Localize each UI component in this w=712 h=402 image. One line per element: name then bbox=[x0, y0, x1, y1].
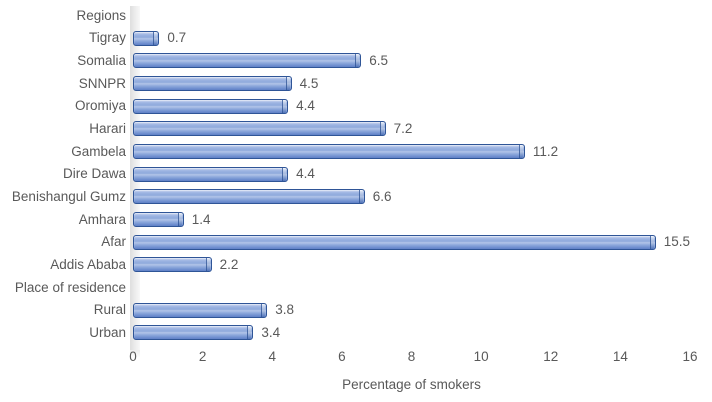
bar bbox=[133, 121, 386, 137]
value-label: 7.2 bbox=[393, 120, 413, 136]
category-label: Benishangul Gumz bbox=[11, 188, 126, 204]
category-label: Gambela bbox=[71, 143, 126, 159]
category-label: Addis Ababa bbox=[50, 256, 126, 272]
category-label: Oromiya bbox=[74, 98, 126, 114]
chart-row: Urban 3.4 bbox=[0, 321, 690, 344]
chart-row: Harari 7.2 bbox=[0, 117, 690, 140]
value-label: 6.6 bbox=[372, 188, 392, 204]
category-label: Urban bbox=[89, 324, 126, 340]
chart-row: Place of residence bbox=[0, 276, 690, 299]
x-axis-tick: 0 bbox=[129, 349, 137, 364]
bar bbox=[133, 98, 289, 114]
bar-track: 4.5 bbox=[133, 72, 690, 95]
bar-track: 3.8 bbox=[133, 299, 690, 322]
bar bbox=[133, 257, 212, 273]
bar bbox=[133, 143, 525, 159]
bar-track: 11.2 bbox=[133, 140, 690, 163]
x-axis-tick: 12 bbox=[543, 349, 559, 364]
rows: Regions Tigray 0.7 Somalia 6.5 SNNPR 4.5… bbox=[0, 4, 690, 344]
category-label: Regions bbox=[76, 7, 126, 23]
chart-row: Amhara 1.4 bbox=[0, 208, 690, 231]
chart-row: Rural 3.8 bbox=[0, 299, 690, 322]
bar bbox=[133, 189, 365, 205]
bar-track bbox=[133, 4, 690, 27]
bar bbox=[133, 302, 268, 318]
category-label: Afar bbox=[101, 234, 126, 250]
chart-row: Oromiya 4.4 bbox=[0, 95, 690, 118]
value-label: 1.4 bbox=[191, 211, 211, 227]
bar bbox=[133, 53, 362, 69]
category-label: SNNPR bbox=[78, 75, 126, 91]
bar-track: 0.7 bbox=[133, 27, 690, 50]
x-axis-tick: 16 bbox=[682, 349, 698, 364]
bar-track bbox=[133, 276, 690, 299]
category-label: Somalia bbox=[77, 52, 126, 68]
value-label: 3.4 bbox=[261, 324, 281, 340]
value-label: 0.7 bbox=[167, 30, 187, 46]
value-label: 2.2 bbox=[219, 256, 239, 272]
value-label: 4.5 bbox=[299, 75, 319, 91]
bar bbox=[133, 211, 184, 227]
chart-row: Tigray 0.7 bbox=[0, 27, 690, 50]
chart-row: Benishangul Gumz 6.6 bbox=[0, 185, 690, 208]
value-label: 6.5 bbox=[369, 52, 389, 68]
bar-track: 15.5 bbox=[133, 231, 690, 254]
x-axis-tick: 10 bbox=[473, 349, 489, 364]
x-axis-tick: 2 bbox=[198, 349, 207, 364]
bar bbox=[133, 234, 656, 250]
value-label: 15.5 bbox=[663, 234, 690, 250]
bar bbox=[133, 166, 289, 182]
value-label: 3.8 bbox=[275, 302, 295, 318]
bar-track: 1.4 bbox=[133, 208, 690, 231]
bar-track: 4.4 bbox=[133, 163, 690, 186]
bar-track: 2.2 bbox=[133, 253, 690, 276]
value-label: 11.2 bbox=[532, 143, 559, 159]
category-label: Dire Dawa bbox=[62, 166, 126, 182]
x-axis-ticks: 0 2 4 6 8 10 12 14 16 bbox=[129, 349, 697, 365]
bar-track: 6.6 bbox=[133, 185, 690, 208]
value-label: 4.4 bbox=[296, 98, 315, 114]
bar-track: 7.2 bbox=[133, 117, 690, 140]
bar-track: 4.4 bbox=[133, 95, 690, 118]
category-label: Harari bbox=[89, 120, 126, 136]
bar-track: 6.5 bbox=[133, 49, 690, 72]
chart-row: Dire Dawa 4.4 bbox=[0, 163, 690, 186]
bar bbox=[133, 75, 292, 91]
chart-row: Somalia 6.5 bbox=[0, 49, 690, 72]
bar bbox=[133, 325, 254, 341]
x-axis-tick: 6 bbox=[338, 349, 346, 364]
chart-row: Gambela 11.2 bbox=[0, 140, 690, 163]
bar bbox=[133, 30, 160, 46]
bar-track: 3.4 bbox=[133, 321, 690, 344]
chart-row: Regions bbox=[0, 4, 690, 27]
category-label: Rural bbox=[93, 302, 126, 318]
value-label: 4.4 bbox=[296, 166, 315, 182]
x-axis-tick: 8 bbox=[407, 349, 416, 364]
chart-row: Addis Ababa 2.2 bbox=[0, 253, 690, 276]
chart-row: SNNPR 4.5 bbox=[0, 72, 690, 95]
x-axis-tick: 4 bbox=[268, 349, 277, 364]
chart-row: Afar 15.5 bbox=[0, 231, 690, 254]
category-label: Place of residence bbox=[14, 279, 126, 295]
category-label: Amhara bbox=[78, 211, 126, 227]
x-axis-title: Percentage of smokers bbox=[342, 377, 481, 392]
category-label: Tigray bbox=[88, 30, 126, 46]
x-axis-tick: 14 bbox=[612, 349, 628, 364]
